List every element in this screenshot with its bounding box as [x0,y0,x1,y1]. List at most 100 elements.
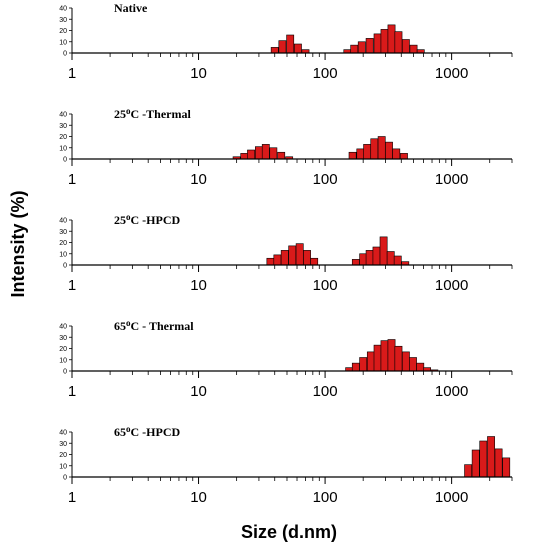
bar-5-2 [471,449,480,478]
bar-2-7 [277,151,286,160]
bar-2-9 [348,151,357,160]
bar-2-2 [240,153,249,160]
bar-4-7 [387,339,396,372]
bar-3-7 [310,257,319,266]
bar-1-14 [401,39,410,54]
bar-4-2 [351,362,360,372]
bar-2-16 [400,153,408,160]
x-tick-label: 100 [313,171,338,188]
x-tick-label: 10 [190,277,207,294]
y-tick-label: 0 [63,263,67,270]
y-tick-label: 40 [59,324,67,331]
bar-3-4 [288,245,297,266]
bar-2-5 [261,144,270,160]
x-tick-label: 10 [190,65,207,82]
y-axis-label: Intensity (%) [8,190,28,297]
bar-1-7 [350,44,359,54]
bar-3-14 [393,255,402,266]
bar-1-3 [286,34,295,54]
bar-3-11 [372,246,381,266]
bar-2-12 [370,138,379,160]
y-tick-label: 0 [63,475,67,482]
y-tick-label: 30 [59,335,67,342]
y-tick-label: 10 [59,357,67,364]
x-tick-label: 1 [68,171,76,188]
bar-1-12 [387,24,396,54]
panel-title: 65oC -HPCD [114,424,180,439]
panel-2: 0 10 20 30 40 1 10 100 1000 25oC -Thermal [59,106,513,188]
bar-3-1 [266,257,275,266]
panel-4: 0 10 20 30 40 1 10 100 1000 65oC - Thermal [59,318,513,400]
y-tick-label: 20 [59,452,67,459]
x-tick-label: 100 [313,277,338,294]
y-tick-label: 30 [59,229,67,236]
bar-1-10 [373,33,382,54]
bar-4-10 [409,357,417,372]
bar-1-4 [294,43,302,54]
bar-3-13 [386,251,395,266]
y-tick-label: 40 [59,6,67,13]
x-tick-label: 10 [190,171,207,188]
bar-1-13 [394,31,403,54]
y-tick-label: 0 [63,369,67,376]
bar-4-8 [394,345,403,372]
bar-2-14 [385,141,393,160]
bar-3-5 [295,243,304,266]
bar-1-1 [270,47,279,54]
bar-2-4 [255,146,263,160]
y-tick-label: 20 [59,134,67,141]
bar-4-9 [401,351,410,372]
x-tick-label: 1 [68,383,76,400]
y-tick-label: 40 [59,430,67,437]
x-tick-label: 1000 [435,65,468,82]
bar-1-11 [380,29,389,54]
x-tick-label: 1 [68,65,76,82]
y-tick-label: 10 [59,463,67,470]
x-tick-label: 1 [68,277,76,294]
bar-3-6 [303,250,311,266]
x-tick-label: 1000 [435,383,468,400]
bar-2-11 [363,144,372,160]
y-tick-label: 20 [59,240,67,247]
bar-5-6 [502,457,511,478]
bar-3-10 [365,250,374,266]
x-tick-label: 1000 [435,489,468,506]
y-tick-label: 10 [59,39,67,46]
x-tick-label: 100 [313,489,338,506]
y-tick-label: 30 [59,123,67,130]
bar-2-10 [356,148,365,160]
y-tick-label: 40 [59,112,67,119]
bar-2-15 [392,148,401,160]
y-tick-label: 0 [63,157,67,164]
panel-title: 65oC - Thermal [114,318,194,333]
bar-2-6 [269,147,278,160]
bar-4-11 [416,362,425,372]
x-tick-label: 100 [313,383,338,400]
x-tick-label: 1 [68,489,76,506]
y-tick-label: 10 [59,251,67,258]
y-tick-label: 0 [63,51,67,58]
panel-title: Native [114,1,148,15]
bar-5-5 [494,448,503,478]
x-tick-label: 10 [190,489,207,506]
bar-1-8 [357,41,366,54]
panel-5: 0 10 20 30 40 1 10 100 1000 65oC -HPCD [59,424,513,506]
bar-5-3 [479,440,488,478]
y-tick-label: 30 [59,17,67,24]
bar-2-13 [377,136,386,160]
x-tick-label: 100 [313,65,338,82]
bar-2-3 [247,149,255,160]
x-tick-label: 1000 [435,171,468,188]
x-axis-label: Size (d.nm) [241,522,337,542]
y-tick-label: 10 [59,145,67,152]
y-tick-label: 20 [59,346,67,353]
panel-title: 25oC -Thermal [114,106,191,121]
bar-3-2 [273,254,282,266]
x-tick-label: 10 [190,383,207,400]
bar-3-9 [359,253,368,266]
panel-1: 0 10 20 30 40 1 10 100 1000 Native [59,1,513,82]
x-tick-label: 1000 [435,277,468,294]
bar-5-1 [464,464,473,478]
